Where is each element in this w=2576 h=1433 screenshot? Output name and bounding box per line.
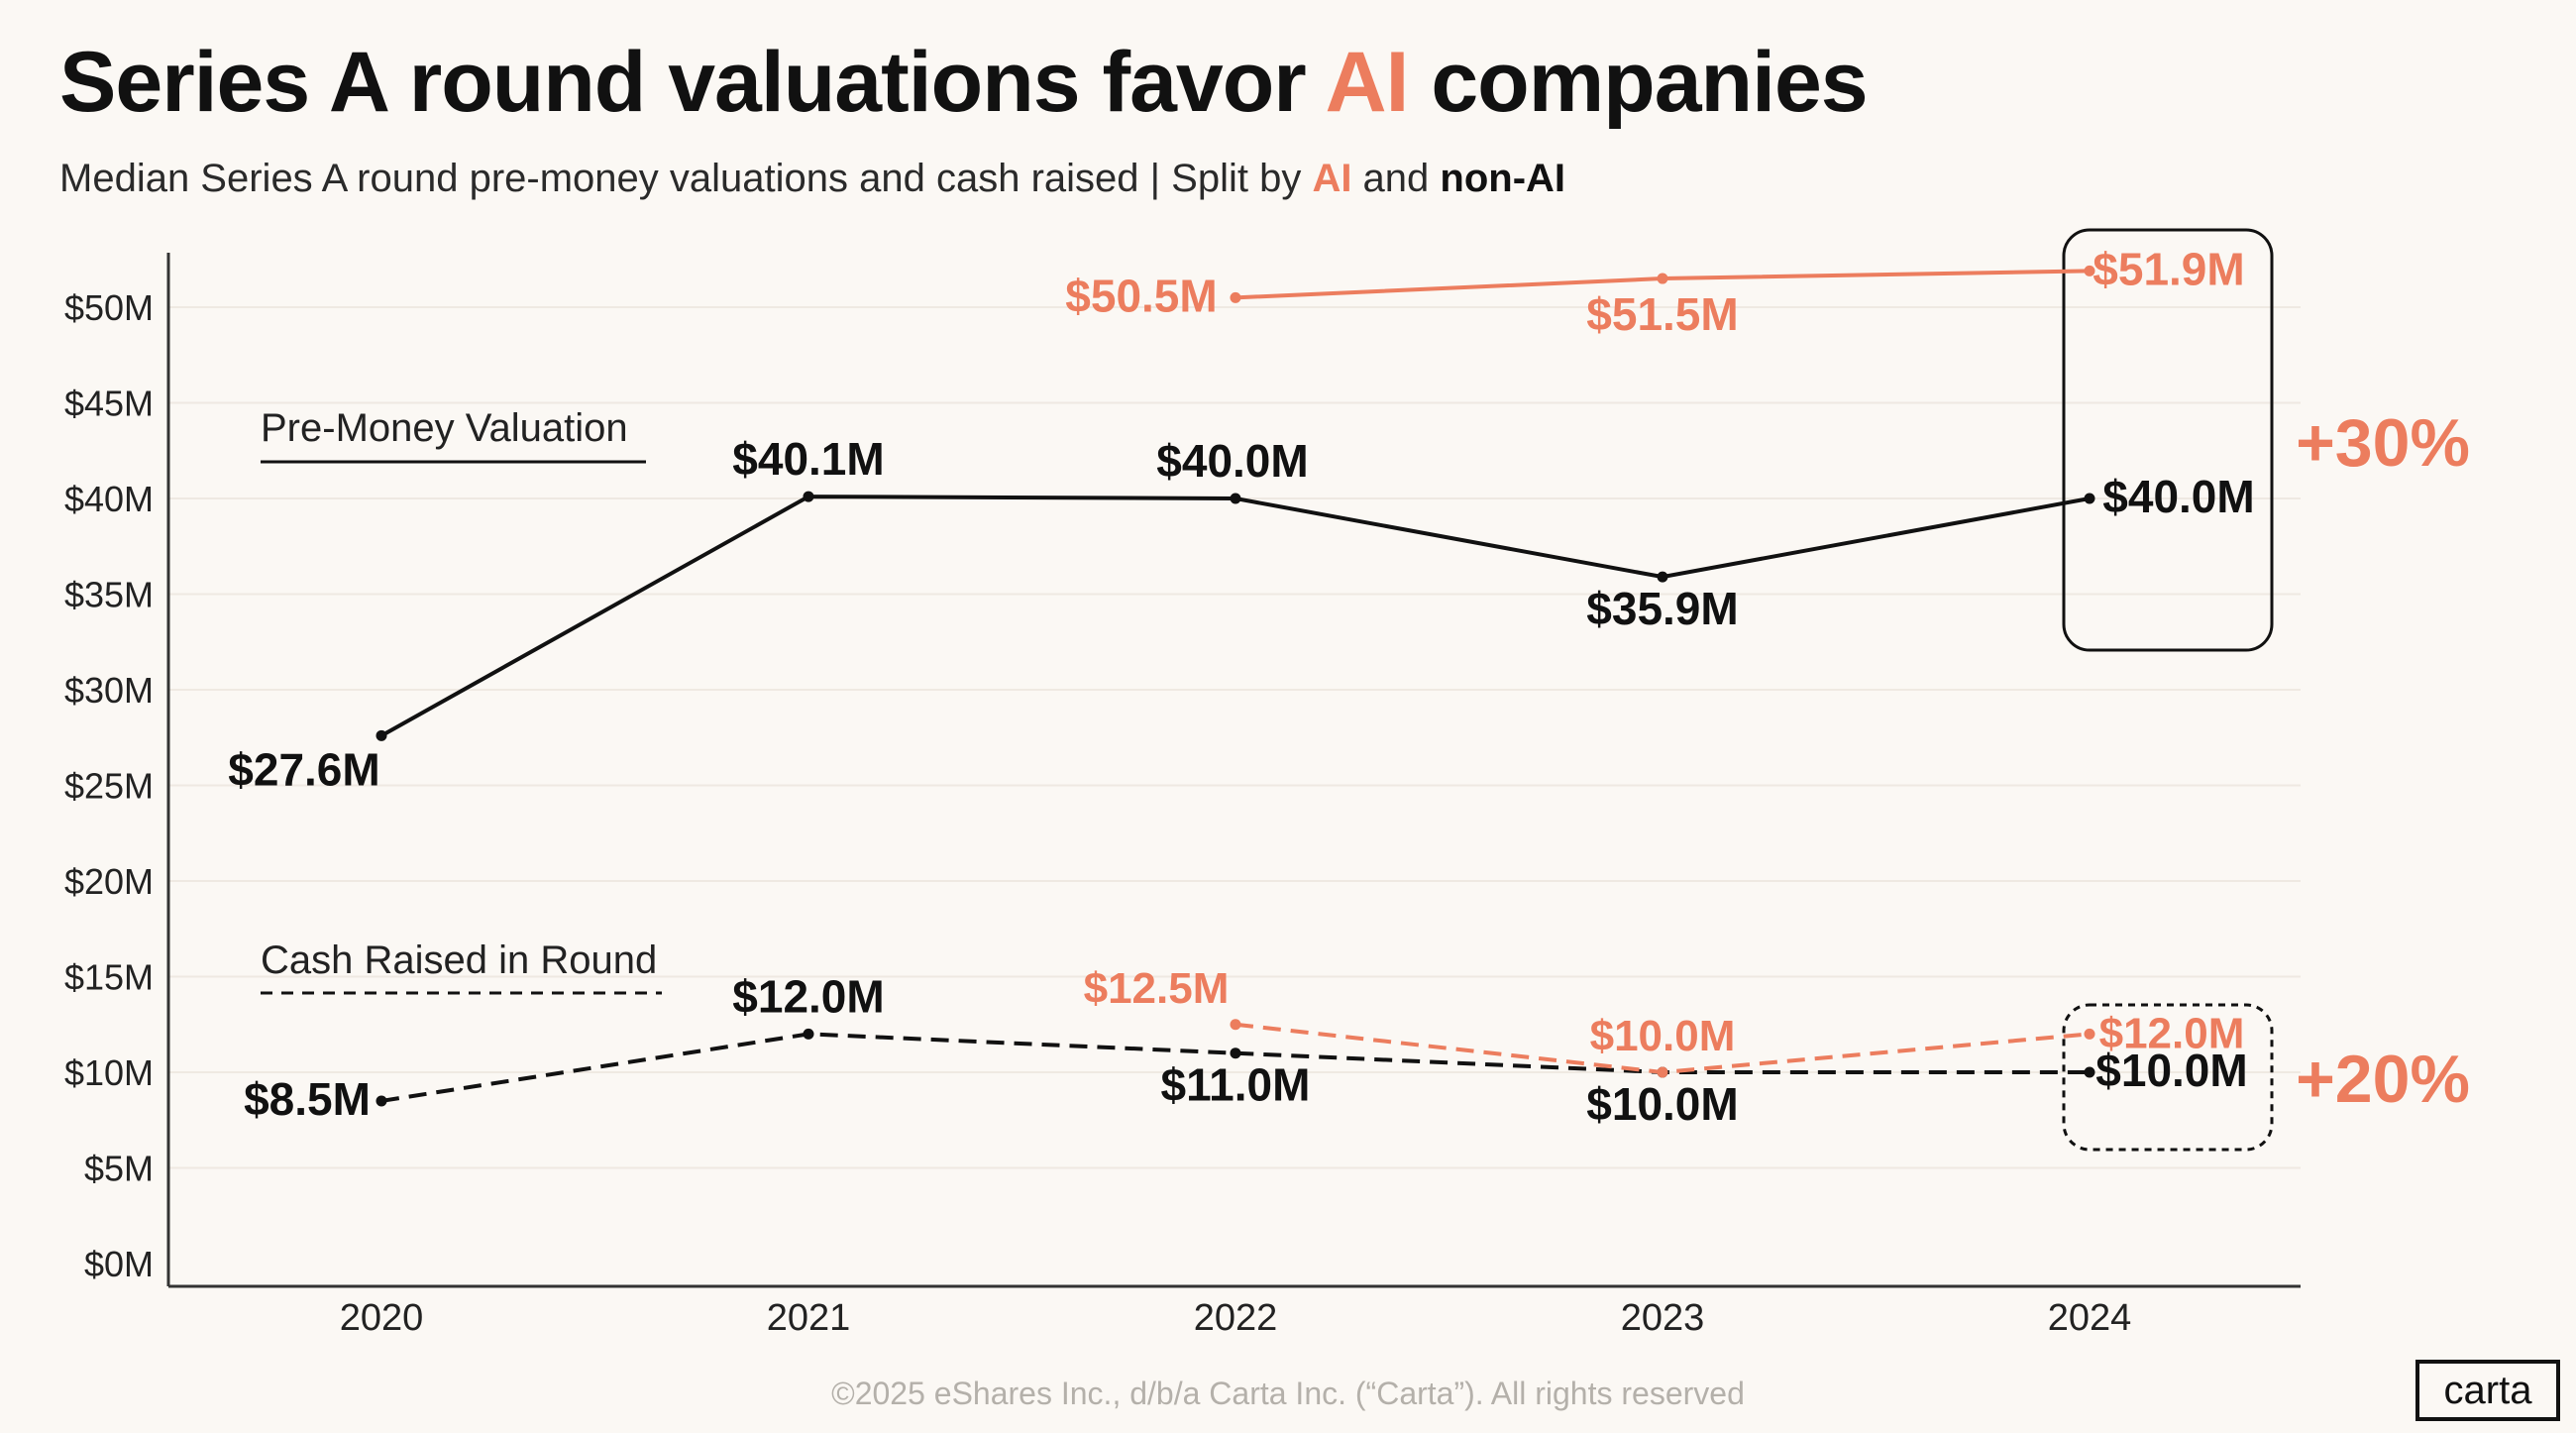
data-point-cash_nonai: [2084, 1066, 2095, 1078]
title-part1: Series A round valuations favor: [59, 35, 1326, 130]
x-tick-label: 2021: [767, 1297, 851, 1339]
y-tick-label: $35M: [64, 575, 154, 615]
highlight-box-cash: [2062, 1003, 2274, 1152]
annotation-cash-change: +20%: [2296, 1042, 2470, 1117]
data-point-val_nonai: [1230, 493, 1241, 504]
x-tick-label: 2020: [340, 1297, 424, 1339]
data-label-cash_nonai: $10.0M: [1586, 1078, 1738, 1130]
data-point-val_nonai: [1657, 571, 1668, 583]
data-point-val_ai: [2084, 265, 2095, 276]
subtitle-and: and: [1351, 157, 1441, 200]
data-point-cash_ai: [1657, 1066, 1668, 1078]
annotation-valuation-change: +30%: [2296, 405, 2470, 481]
data-label-cash_nonai: $11.0M: [1161, 1059, 1311, 1111]
title-part2: companies: [1408, 35, 1868, 130]
data-label-val_nonai: $27.6M: [228, 743, 379, 795]
series-line-cash_nonai: [380, 1032, 2090, 1103]
y-tick-label: $5M: [84, 1149, 154, 1189]
highlight-box-valuation: [2062, 228, 2274, 652]
data-point-cash_ai: [2084, 1028, 2095, 1040]
data-point-cash_nonai: [803, 1028, 814, 1040]
data-point-cash_nonai: [1230, 1047, 1241, 1059]
y-tick-label: $40M: [64, 479, 154, 519]
data-point-val_ai: [1657, 273, 1668, 284]
data-point-cash_nonai: [376, 1095, 387, 1107]
y-tick-label: $50M: [64, 287, 154, 328]
title-accent: AI: [1325, 35, 1409, 130]
carta-logo: carta: [2415, 1360, 2560, 1421]
chart-subtitle: Median Series A round pre-money valuatio…: [59, 157, 1565, 201]
data-label-cash_nonai: $8.5M: [244, 1073, 371, 1125]
data-label-cash_ai: $10.0M: [1590, 1012, 1736, 1060]
x-tick-label: 2023: [1621, 1297, 1705, 1339]
subtitle-ai: AI: [1312, 157, 1352, 200]
data-label-val_ai: $51.9M: [2093, 243, 2244, 294]
data-point-cash_ai: [1230, 1019, 1241, 1031]
data-label-cash_nonai: $10.0M: [2095, 1045, 2247, 1096]
x-tick-label: 2024: [2048, 1297, 2132, 1339]
footer-copyright: ©2025 eShares Inc., d/b/a Carta Inc. (“C…: [831, 1376, 1745, 1411]
data-label-cash_ai: $12.5M: [1084, 964, 1230, 1013]
y-tick-label: $20M: [64, 861, 154, 902]
x-tick-label: 2022: [1194, 1297, 1278, 1339]
legend-label-cash: Cash Raised in Round: [261, 938, 657, 982]
data-point-val_nonai: [2084, 493, 2095, 504]
data-label-val_ai: $50.5M: [1065, 270, 1217, 321]
data-label-val_nonai: $40.1M: [732, 433, 884, 485]
data-label-val_nonai: $40.0M: [1156, 435, 1308, 487]
data-point-val_nonai: [376, 729, 387, 741]
y-tick-label: $15M: [64, 957, 154, 998]
y-tick-label: $10M: [64, 1052, 154, 1093]
data-label-val_nonai: $40.0M: [2102, 471, 2254, 522]
y-tick-label: $45M: [64, 384, 154, 424]
subtitle-nonai: non-AI: [1440, 157, 1566, 200]
series-line-val_nonai: [380, 495, 2091, 738]
data-point-val_nonai: [803, 491, 814, 502]
subtitle-part1: Median Series A round pre-money valuatio…: [59, 157, 1313, 200]
data-label-val_ai: $51.5M: [1586, 288, 1738, 340]
chart-title: Series A round valuations favor AI compa…: [59, 34, 1869, 132]
data-point-val_ai: [1230, 291, 1241, 303]
legend-label-valuation: Pre-Money Valuation: [261, 406, 628, 450]
y-tick-label: $0M: [84, 1244, 154, 1284]
data-label-cash_nonai: $12.0M: [732, 970, 884, 1022]
y-tick-label: $30M: [64, 670, 154, 711]
data-label-val_nonai: $35.9M: [1586, 583, 1738, 634]
y-tick-label: $25M: [64, 766, 154, 807]
data-label-cash_ai: $12.0M: [2099, 1009, 2245, 1057]
